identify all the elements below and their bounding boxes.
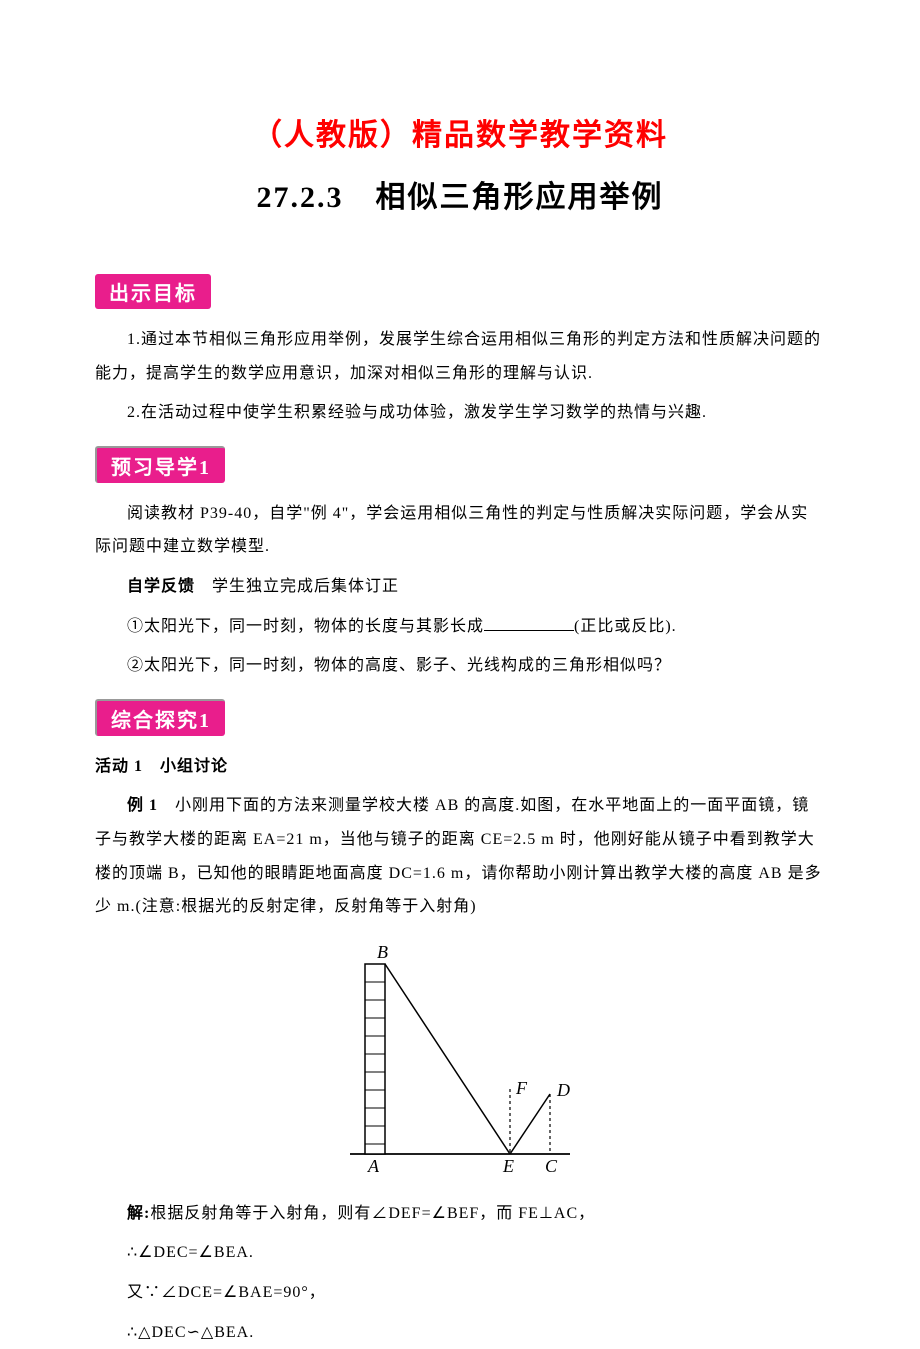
preview-intro: 阅读教材 P39-40，自学"例 4"，学会运用相似三角性的判定与性质解决实际问…	[95, 497, 825, 564]
diagram-figure: B A E C D F	[95, 944, 825, 1179]
title-publisher: （人教版）精品数学教学资料	[95, 110, 825, 154]
section-tag-goals: 出示目标	[95, 274, 211, 309]
feedback-text: 学生独立完成后集体订正	[195, 578, 399, 595]
preview-q1: ①太阳光下，同一时刻，物体的长度与其影长成 (正比或反比).	[95, 610, 825, 644]
label-D: D	[556, 1080, 570, 1100]
title-lesson: 27.2.3 相似三角形应用举例	[95, 172, 825, 216]
feedback-label: 自学反馈	[127, 578, 195, 595]
solution-label: 解:	[127, 1205, 150, 1222]
section-tag-explore: 综合探究1	[95, 699, 225, 736]
label-C: C	[545, 1156, 558, 1174]
sol-text-0: 根据反射角等于入射角，则有∠DEF=∠BEF，而 FE⊥AC，	[150, 1205, 595, 1222]
solution-line-0: 解:根据反射角等于入射角，则有∠DEF=∠BEF，而 FE⊥AC，	[95, 1197, 825, 1231]
solution-line-3: ∴△DEC∽△BEA.	[95, 1316, 825, 1349]
solution-line-2: 又∵∠DCE=∠BAE=90°，	[95, 1276, 825, 1310]
goal-item-1: 1.通过本节相似三角形应用举例，发展学生综合运用相似三角形的判定方法和性质解决问…	[95, 323, 825, 390]
activity-label: 活动 1 小组讨论	[95, 750, 825, 784]
preview-feedback: 自学反馈 学生独立完成后集体订正	[95, 570, 825, 604]
fill-blank[interactable]	[484, 615, 574, 631]
label-E: E	[502, 1156, 514, 1174]
preview-q2: ②太阳光下，同一时刻，物体的高度、影子、光线构成的三角形相似吗？	[95, 649, 825, 683]
q1-before: ①太阳光下，同一时刻，物体的长度与其影长成	[127, 618, 484, 635]
line-ED	[510, 1094, 550, 1154]
section-tag-preview: 预习导学1	[95, 446, 225, 483]
label-F: F	[515, 1078, 528, 1098]
label-B: B	[377, 944, 388, 962]
example-text: 小刚用下面的方法来测量学校大楼 AB 的高度.如图，在水平地面上的一面平面镜，镜…	[95, 797, 822, 915]
line-BE	[385, 964, 510, 1154]
geometry-diagram: B A E C D F	[335, 944, 585, 1174]
example-label: 例 1	[127, 797, 158, 814]
goal-item-2: 2.在活动过程中使学生积累经验与成功体验，激发学生学习数学的热情与兴趣.	[95, 396, 825, 430]
label-A: A	[367, 1156, 380, 1174]
example-1: 例 1 小刚用下面的方法来测量学校大楼 AB 的高度.如图，在水平地面上的一面平…	[95, 789, 825, 923]
q1-after: (正比或反比).	[574, 618, 677, 635]
solution-line-1: ∴∠DEC=∠BEA.	[95, 1236, 825, 1270]
